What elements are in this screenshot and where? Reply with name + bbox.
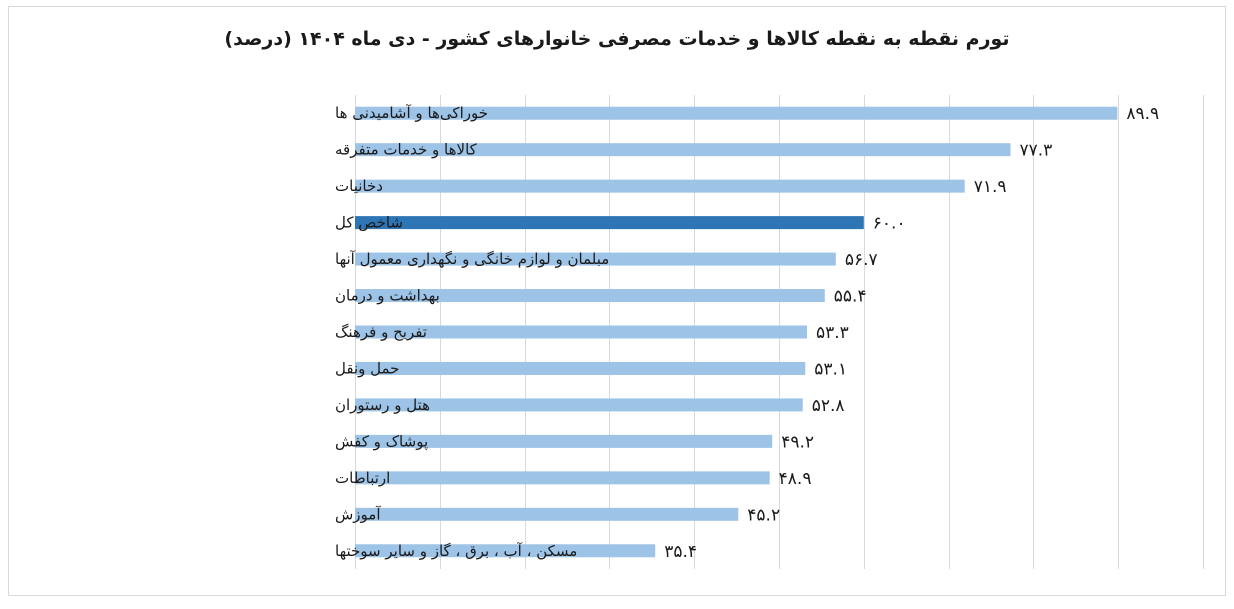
category-label: کالاها و خدمات متفرقه: [335, 141, 478, 159]
bar: [355, 143, 1011, 157]
bar: [355, 289, 825, 303]
category-label: بهداشت و درمان: [335, 287, 440, 305]
bar: [355, 471, 770, 485]
category-label: مبلمان و لوازم خانگی و نگهداری معمول آنه…: [335, 250, 609, 268]
data-label: ۴۵.۲: [747, 505, 780, 525]
data-label: ۴۹.۲: [781, 432, 814, 452]
data-label: ۴۸.۹: [779, 469, 812, 489]
category-label: هتل و رستوران: [335, 396, 430, 414]
category-label: خوراکی‌ها و آشامیدنی ها: [335, 104, 488, 122]
category-label: ارتباطات: [335, 469, 390, 487]
category-label: حمل ونقل: [335, 359, 399, 377]
category-label: دخانیات: [335, 177, 383, 195]
bar: [355, 106, 1118, 120]
data-label: ۶۰.۰: [873, 214, 906, 234]
category-label: مسکن ، آب ، برق ، گاز و سایر سوختها: [335, 542, 577, 560]
category-label: آموزش: [335, 505, 381, 523]
data-label: ۵۳.۳: [816, 323, 849, 343]
category-label: پوشاک و کفش: [335, 432, 428, 451]
data-label: ۷۱.۹: [974, 177, 1007, 197]
data-label: ۳۵.۴: [664, 542, 697, 562]
category-label: شاخص کل: [335, 214, 403, 232]
data-label: ۷۷.۳: [1020, 141, 1053, 161]
category-label: تفریح و فرهنگ: [335, 323, 427, 341]
bar: [355, 252, 836, 266]
chart-title: تورم نقطه به نقطه کالاها و خدمات مصرفی خ…: [224, 28, 1010, 50]
data-label: ۵۳.۱: [814, 359, 847, 379]
data-label: ۵۶.۷: [845, 250, 878, 270]
bar: [355, 507, 739, 521]
bar: [355, 179, 965, 193]
bar: [355, 544, 656, 558]
data-label: ۵۲.۸: [812, 396, 845, 416]
data-label: ۸۹.۹: [1126, 104, 1159, 124]
bar: [355, 325, 807, 339]
data-label: ۵۵.۴: [834, 287, 867, 307]
bar: [355, 216, 864, 230]
bar: [355, 434, 773, 448]
bar: [355, 398, 803, 412]
bar: [355, 361, 806, 375]
